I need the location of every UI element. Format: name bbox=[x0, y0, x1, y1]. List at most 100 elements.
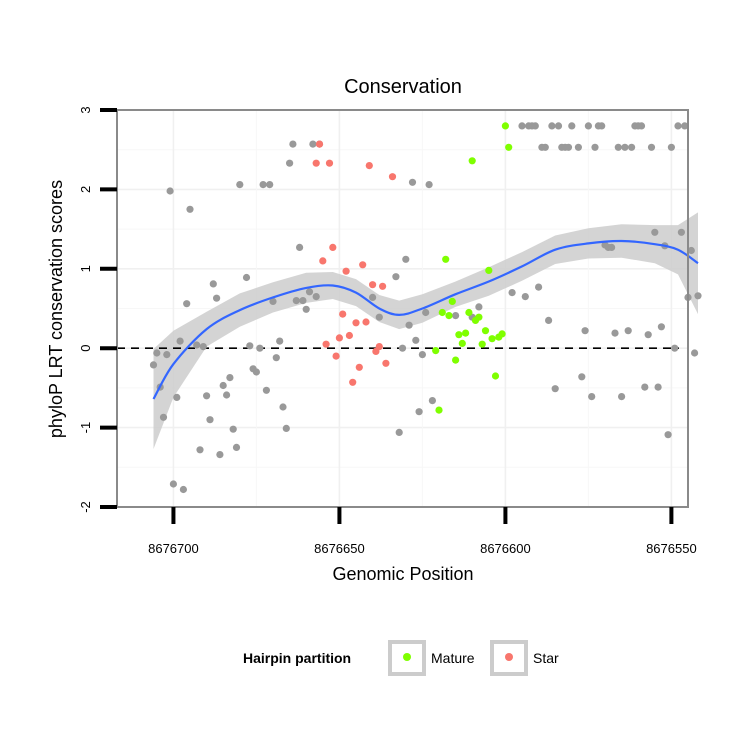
point-mature bbox=[462, 329, 470, 337]
point-other bbox=[213, 294, 221, 302]
point-other bbox=[624, 327, 632, 335]
point-other bbox=[163, 351, 171, 359]
point-other bbox=[219, 381, 227, 390]
point-mature bbox=[468, 157, 476, 165]
point-other bbox=[256, 344, 264, 352]
point-other bbox=[203, 392, 211, 400]
point-other bbox=[269, 297, 277, 305]
point-other bbox=[425, 181, 433, 189]
point-mature bbox=[435, 406, 443, 414]
point-other bbox=[657, 323, 666, 331]
point-star bbox=[315, 140, 324, 148]
x-tick-label: 8676650 bbox=[314, 541, 365, 556]
x-tick-label: 8676600 bbox=[480, 541, 531, 556]
point-other bbox=[259, 181, 267, 189]
point-other bbox=[398, 344, 407, 352]
point-other bbox=[159, 413, 168, 421]
point-other bbox=[369, 293, 377, 301]
point-other bbox=[292, 297, 300, 305]
y-axis-title: phyloP LRT conservation scores bbox=[46, 180, 66, 438]
point-star bbox=[322, 340, 330, 348]
point-other bbox=[226, 374, 234, 382]
point-mature bbox=[458, 339, 466, 347]
point-mature bbox=[491, 372, 500, 380]
point-other bbox=[216, 451, 224, 459]
confidence-band bbox=[153, 212, 698, 449]
point-other bbox=[296, 243, 304, 251]
point-other bbox=[149, 361, 158, 369]
legend: Hairpin partition Mature Star bbox=[243, 640, 559, 676]
point-other bbox=[568, 122, 576, 130]
x-tick-label: 8676700 bbox=[148, 541, 199, 556]
point-star bbox=[342, 267, 350, 275]
point-other bbox=[664, 431, 672, 439]
point-star bbox=[325, 159, 334, 167]
point-other bbox=[647, 143, 656, 151]
point-other bbox=[508, 289, 516, 297]
point-other bbox=[475, 303, 483, 311]
point-other bbox=[644, 331, 652, 339]
point-other bbox=[199, 343, 207, 351]
plot-frame bbox=[116, 109, 689, 508]
point-other bbox=[153, 349, 161, 357]
point-other bbox=[209, 280, 217, 288]
point-other bbox=[169, 480, 177, 488]
point-other bbox=[166, 187, 174, 195]
x-tick-label: 8676550 bbox=[646, 541, 697, 556]
point-other bbox=[232, 443, 241, 451]
legend-label-mature: Mature bbox=[431, 650, 475, 666]
point-mature bbox=[455, 331, 463, 339]
point-star bbox=[365, 162, 373, 170]
point-other bbox=[173, 393, 181, 401]
point-mature bbox=[501, 122, 509, 130]
y-tick-label: 0 bbox=[78, 345, 93, 352]
point-other bbox=[521, 293, 529, 301]
point-other bbox=[614, 143, 622, 151]
point-star bbox=[388, 173, 397, 181]
point-other bbox=[674, 122, 682, 130]
point-other bbox=[545, 316, 553, 324]
y-axis: -2 -1 0 1 2 3 bbox=[78, 106, 117, 513]
point-other bbox=[584, 122, 593, 130]
point-other bbox=[671, 344, 679, 352]
point-other bbox=[286, 159, 294, 167]
x-axis-title: Genomic Position bbox=[332, 564, 473, 584]
y-tick-label: 3 bbox=[78, 106, 93, 113]
point-other bbox=[186, 205, 194, 213]
point-other bbox=[598, 122, 606, 130]
point-other bbox=[588, 393, 596, 401]
point-other bbox=[262, 386, 270, 394]
confidence-band-area bbox=[153, 212, 698, 449]
point-star bbox=[312, 159, 320, 167]
x-axis: 8676700 8676650 8676600 8676550 bbox=[148, 507, 697, 556]
point-other bbox=[554, 122, 563, 130]
point-other bbox=[452, 312, 460, 320]
point-other bbox=[518, 122, 526, 130]
point-other bbox=[309, 140, 317, 148]
panel-border bbox=[116, 109, 689, 508]
point-other bbox=[608, 243, 616, 251]
point-other bbox=[541, 143, 549, 151]
data-points bbox=[149, 122, 702, 494]
point-other bbox=[677, 228, 686, 236]
point-other bbox=[242, 273, 251, 282]
point-other bbox=[272, 354, 280, 362]
point-mature bbox=[488, 335, 496, 343]
point-other bbox=[282, 424, 290, 432]
point-other bbox=[266, 181, 274, 189]
point-other bbox=[681, 122, 689, 130]
chart-title: Conservation bbox=[344, 76, 462, 98]
point-other bbox=[628, 143, 636, 151]
y-tick-label: 1 bbox=[78, 265, 93, 272]
point-other bbox=[402, 255, 410, 263]
point-star bbox=[382, 359, 390, 367]
point-other bbox=[654, 383, 662, 391]
point-other bbox=[392, 273, 400, 281]
point-other bbox=[535, 283, 543, 291]
point-mature bbox=[445, 312, 453, 320]
legend-dot-mature bbox=[403, 653, 411, 661]
point-other bbox=[408, 178, 417, 186]
point-mature bbox=[448, 297, 456, 305]
loess-smooth-line bbox=[152, 239, 699, 400]
point-other bbox=[611, 329, 619, 337]
